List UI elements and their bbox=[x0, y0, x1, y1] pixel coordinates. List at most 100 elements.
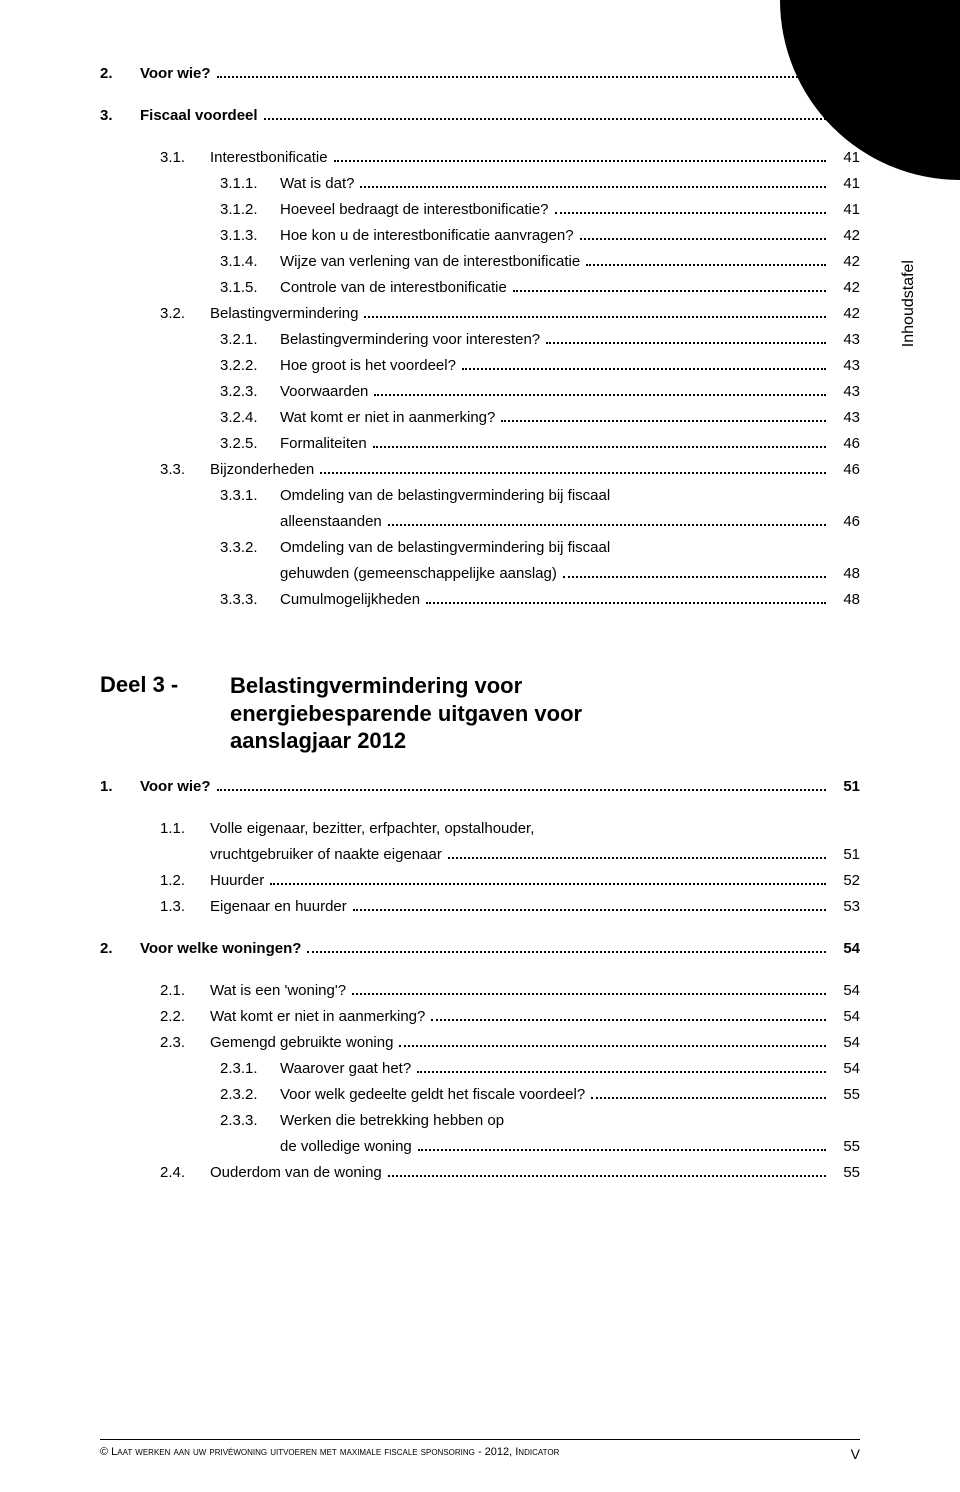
part-label: Deel 3 - bbox=[100, 672, 230, 698]
toc-dots bbox=[501, 410, 826, 422]
toc-dots bbox=[513, 280, 826, 292]
toc-text: de volledige woning bbox=[280, 1135, 412, 1159]
toc-number: 2. bbox=[100, 62, 140, 86]
toc-entry: 1.1.Volle eigenaar, bezitter, erfpachter… bbox=[100, 817, 860, 841]
toc-text: Formaliteiten bbox=[280, 432, 367, 456]
toc-number: 2.1. bbox=[160, 979, 210, 1003]
toc-text: Omdeling van de belastingvermindering bi… bbox=[280, 536, 610, 560]
toc-number: 3.2.5. bbox=[220, 432, 280, 456]
toc-number: 2.4. bbox=[160, 1161, 210, 1185]
toc-page: 55 bbox=[830, 1135, 860, 1159]
toc-text: Voorwaarden bbox=[280, 380, 368, 404]
toc-entry: 2.1.Wat is een 'woning'?54 bbox=[100, 979, 860, 1003]
toc-entry-continuation: gehuwden (gemeenschappelijke aanslag)48 bbox=[100, 562, 860, 586]
toc-entry: 3.3.2.Omdeling van de belastingverminder… bbox=[100, 536, 860, 560]
toc-number: 2.3. bbox=[160, 1031, 210, 1055]
toc-number: 3.1.3. bbox=[220, 224, 280, 248]
toc-number: 3.1.2. bbox=[220, 198, 280, 222]
toc-page: 43 bbox=[830, 406, 860, 430]
toc-dots bbox=[307, 941, 826, 953]
toc-text: Waarover gaat het? bbox=[280, 1057, 411, 1081]
part-heading: Deel 3 - Belastingvermindering voor ener… bbox=[100, 672, 860, 755]
toc-text: Voor welke woningen? bbox=[140, 937, 301, 961]
toc-entry: 3.2.2.Hoe groot is het voordeel?43 bbox=[100, 354, 860, 378]
toc-dots bbox=[399, 1035, 826, 1047]
toc-entry: 3.2.Belastingvermindering42 bbox=[100, 302, 860, 326]
toc-dots bbox=[373, 436, 826, 448]
toc-number: 1.3. bbox=[160, 895, 210, 919]
toc-entry-continuation: alleenstaanden 46 bbox=[100, 510, 860, 534]
toc-entry: 3.1.5.Controle van de interestbonificati… bbox=[100, 276, 860, 300]
toc-entry: 2.3.1.Waarover gaat het?54 bbox=[100, 1057, 860, 1081]
toc-dots bbox=[388, 514, 826, 526]
toc-entry: 2.Voor welke woningen?54 bbox=[100, 937, 860, 961]
toc-entry: 3.2.5.Formaliteiten 46 bbox=[100, 432, 860, 456]
toc-number: 3. bbox=[100, 104, 140, 128]
toc-dots bbox=[352, 983, 826, 995]
toc-text: Hoe groot is het voordeel? bbox=[280, 354, 456, 378]
toc-number: 2.3.2. bbox=[220, 1083, 280, 1107]
toc-entry: 2.3.Gemengd gebruikte woning54 bbox=[100, 1031, 860, 1055]
toc-text: Hoeveel bedraagt de interestbonificatie? bbox=[280, 198, 549, 222]
toc-text: Wat komt er niet in aanmerking? bbox=[210, 1005, 425, 1029]
toc-text: alleenstaanden bbox=[280, 510, 382, 534]
toc-dots bbox=[360, 176, 826, 188]
toc-entry: 2.Voor wie?39 bbox=[100, 62, 860, 86]
toc-entry: 3.Fiscaal voordeel41 bbox=[100, 104, 860, 128]
toc-text: Belastingvermindering voor interesten? bbox=[280, 328, 540, 352]
toc-text: Wat komt er niet in aanmerking? bbox=[280, 406, 495, 430]
toc-text: Fiscaal voordeel bbox=[140, 104, 258, 128]
toc-page: 53 bbox=[830, 895, 860, 919]
toc-number: 3.1.5. bbox=[220, 276, 280, 300]
toc-page: 54 bbox=[830, 1031, 860, 1055]
toc-text: Interestbonificatie bbox=[210, 146, 328, 170]
toc-number: 3.3. bbox=[160, 458, 210, 482]
toc-page: 43 bbox=[830, 354, 860, 378]
toc-dots bbox=[388, 1165, 826, 1177]
toc-number: 3.1.4. bbox=[220, 250, 280, 274]
toc-number: 1.1. bbox=[160, 817, 210, 841]
toc-entry: 2.2.Wat komt er niet in aanmerking? 54 bbox=[100, 1005, 860, 1029]
page: Inhoudstafel 2.Voor wie?39 3.Fiscaal voor… bbox=[0, 0, 960, 1492]
toc-entry: 3.1.Interestbonificatie41 bbox=[100, 146, 860, 170]
footer-left: © Laat werken aan uw privéwoning uitvoer… bbox=[100, 1446, 559, 1462]
toc-page: 46 bbox=[830, 510, 860, 534]
toc-page: 41 bbox=[830, 198, 860, 222]
toc-page: 46 bbox=[830, 458, 860, 482]
toc-text: Controle van de interestbonificatie bbox=[280, 276, 507, 300]
toc-dots bbox=[364, 306, 826, 318]
toc-page: 43 bbox=[830, 328, 860, 352]
toc-entry: 3.3.1.Omdeling van de belastingverminder… bbox=[100, 484, 860, 508]
side-label: Inhoudstafel bbox=[900, 260, 918, 347]
toc-page: 41 bbox=[830, 146, 860, 170]
toc-number: 3.3.1. bbox=[220, 484, 280, 508]
toc-text: Eigenaar en huurder bbox=[210, 895, 347, 919]
toc-entry-continuation: de volledige woning 55 bbox=[100, 1135, 860, 1159]
toc-page: 46 bbox=[830, 432, 860, 456]
toc-page: 48 bbox=[830, 562, 860, 586]
toc-page: 42 bbox=[830, 250, 860, 274]
toc-number: 2.2. bbox=[160, 1005, 210, 1029]
toc-dots bbox=[264, 108, 826, 120]
toc-text: Voor wie? bbox=[140, 775, 211, 799]
toc-number: 1. bbox=[100, 775, 140, 799]
toc-text: Wat is dat? bbox=[280, 172, 354, 196]
toc-entry: 1.3.Eigenaar en huurder 53 bbox=[100, 895, 860, 919]
toc-dots bbox=[374, 384, 826, 396]
toc-dots bbox=[217, 779, 826, 791]
toc-page: 55 bbox=[830, 1083, 860, 1107]
toc-dots bbox=[546, 332, 826, 344]
toc-entry: 3.2.3.Voorwaarden43 bbox=[100, 380, 860, 404]
toc-number: 1.2. bbox=[160, 869, 210, 893]
toc-number: 2. bbox=[100, 937, 140, 961]
toc-number: 3.2.3. bbox=[220, 380, 280, 404]
toc-page: 42 bbox=[830, 276, 860, 300]
toc-page: 41 bbox=[830, 172, 860, 196]
toc-page: 54 bbox=[830, 1005, 860, 1029]
toc-number: 3.3.3. bbox=[220, 588, 280, 612]
toc-dots bbox=[426, 592, 826, 604]
toc-entry: 2.3.3.Werken die betrekking hebben op bbox=[100, 1109, 860, 1133]
toc-dots bbox=[334, 150, 826, 162]
part-title-line1: Belastingvermindering voor bbox=[230, 672, 522, 700]
toc-dots bbox=[217, 66, 826, 78]
